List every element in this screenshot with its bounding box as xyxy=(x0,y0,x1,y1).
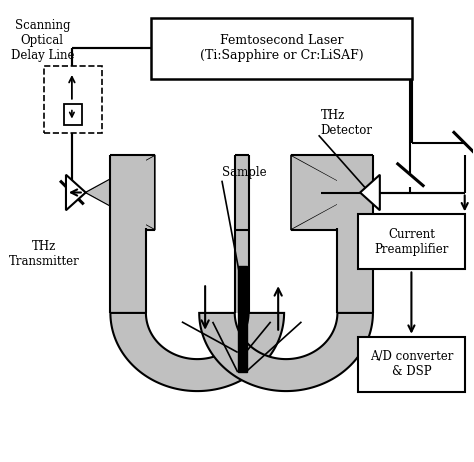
Bar xyxy=(151,18,412,79)
Bar xyxy=(237,266,246,372)
Text: Femtosecond Laser
(Ti:Sapphire or Cr:LiSAF): Femtosecond Laser (Ti:Sapphire or Cr:LiS… xyxy=(200,34,364,62)
Text: Current
Preamplifier: Current Preamplifier xyxy=(374,228,448,256)
Text: A/D converter
& DSP: A/D converter & DSP xyxy=(370,350,453,378)
Bar xyxy=(64,103,82,125)
Bar xyxy=(110,155,146,313)
Bar xyxy=(337,155,373,313)
Text: THz
Transmitter: THz Transmitter xyxy=(9,240,80,268)
Polygon shape xyxy=(291,155,373,230)
Polygon shape xyxy=(291,155,360,230)
Bar xyxy=(358,337,465,392)
Text: THz
Detector: THz Detector xyxy=(320,109,373,137)
Polygon shape xyxy=(87,155,155,230)
Bar xyxy=(44,66,101,134)
Bar xyxy=(358,214,465,269)
Polygon shape xyxy=(66,175,86,210)
Polygon shape xyxy=(110,313,284,391)
Polygon shape xyxy=(360,175,380,210)
Polygon shape xyxy=(199,313,373,391)
Text: Sample: Sample xyxy=(222,166,266,179)
Text: Scanning
Optical
Delay Line: Scanning Optical Delay Line xyxy=(10,19,74,62)
Polygon shape xyxy=(86,155,155,230)
Bar xyxy=(235,155,248,313)
